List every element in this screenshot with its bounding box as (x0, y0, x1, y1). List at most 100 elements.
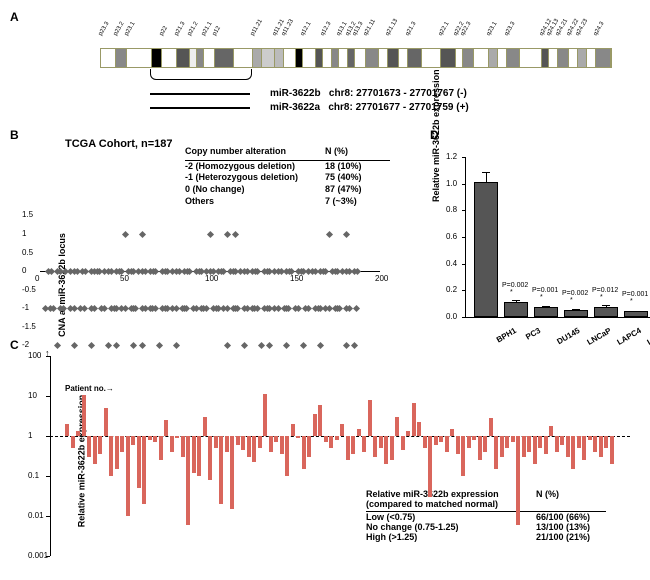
wf-bar (318, 405, 322, 436)
wf-row-n: 66/100 (66%) (536, 512, 606, 522)
wf-bar (98, 436, 102, 454)
wf-bar (329, 436, 333, 448)
wf-bar (225, 436, 229, 452)
cna-ytick: 1 (22, 229, 26, 238)
wf-bar (296, 436, 300, 438)
wf-bar (175, 436, 179, 438)
bar (504, 302, 528, 317)
wf-bar (181, 436, 185, 457)
wf-bar (148, 436, 152, 440)
chr-band: q24.12 (542, 49, 549, 67)
wf-bar (588, 436, 592, 440)
bar (594, 307, 618, 317)
wf-bar (280, 436, 284, 454)
chr-band: q22.1 (441, 49, 456, 67)
cna-point (206, 230, 213, 237)
wf-row-n: 13/100 (13%) (536, 522, 606, 532)
wf-bar (461, 436, 465, 476)
cna-header-right: N (%) (325, 146, 375, 158)
wf-bar (560, 436, 564, 445)
panel-d-label: D (430, 128, 650, 142)
panel-c: C Relative miR-3622b expression ↑ Patien… (10, 338, 650, 558)
chr-band: p12 (215, 49, 234, 67)
wf-table-header1: Relative miR-3622b expression (366, 489, 499, 499)
chr-band: q13.2 (348, 49, 355, 67)
wf-bar (478, 436, 482, 460)
wf-bar (241, 436, 245, 450)
wf-bar (566, 436, 570, 457)
wf-bar (362, 436, 366, 452)
chr-band: q12.3 (323, 49, 332, 67)
wf-bar (208, 436, 212, 480)
cna-row-n: 18 (10%) (325, 161, 375, 173)
wf-summary-table: Relative miR-3622b expression (compared … (362, 485, 610, 546)
cna-row-cat: -1 (Heterozygous deletion) (185, 172, 325, 184)
cna-row-cat: Others (185, 196, 325, 208)
wf-bar (120, 436, 124, 452)
cna-point (82, 268, 89, 275)
chr-band: q24.23 (578, 49, 587, 67)
panel-b-d-row: B TCGA Cohort, n=187 Copy number alterat… (10, 128, 650, 328)
bar-ytick: 0.2 (446, 285, 457, 294)
wf-bar (467, 436, 471, 448)
cna-row-cat: -2 (Homozygous deletion) (185, 161, 325, 173)
wf-bar (291, 424, 295, 436)
chr-band: p21.3 (177, 49, 190, 67)
panel-c-label: C (10, 338, 650, 352)
wf-row-cat: No change (0.75-1.25) (366, 522, 536, 532)
wf-bar (505, 436, 509, 448)
wf-bar (412, 403, 416, 436)
wf-bar (197, 436, 201, 476)
cna-row: Others7 (~3%) (185, 196, 390, 208)
wf-bar (533, 436, 537, 464)
wf-ytick: 100 (28, 351, 41, 360)
chr-band (399, 49, 408, 67)
wf-bar (236, 436, 240, 445)
bar-ytick: 0.0 (446, 312, 457, 321)
cna-row: -1 (Heterozygous deletion)75 (40%) (185, 172, 390, 184)
wf-bar (357, 429, 361, 436)
bar (534, 307, 558, 317)
panel-a: A p23.3p23.2p23.1p22p21.3p21.2p21.1p12p1… (10, 10, 650, 113)
chr-band: p23.2 (116, 49, 127, 67)
bar-pvalue: P=0.012* (592, 287, 618, 301)
chr-band: q13.3 (355, 49, 366, 67)
wf-bar (192, 436, 196, 473)
chr-band: q11.23 (284, 49, 295, 67)
wf-bar (527, 436, 531, 452)
chr-band: q22.2 (456, 49, 463, 67)
chr-band (262, 49, 275, 67)
wf-bar (577, 436, 581, 448)
wf-bar (307, 436, 311, 457)
wf-patient-label: Patient no.→ (65, 384, 114, 393)
cna-row: 0 (No change)87 (47%) (185, 184, 390, 196)
wf-bar (164, 420, 168, 436)
chr-band: q24.3 (596, 49, 611, 67)
chr-band: q21.13 (388, 49, 399, 67)
wf-bar (126, 436, 130, 516)
bar (624, 311, 648, 317)
wf-ytick: 10 (28, 391, 37, 400)
chr-band: q21.3 (408, 49, 421, 67)
cna-ytick: -1.5 (22, 322, 36, 331)
bar (474, 182, 498, 317)
wf-bar (335, 436, 339, 440)
bar-pvalue: P=0.002* (562, 290, 588, 304)
cna-table: Copy number alteration N (%) -2 (Homozyg… (185, 146, 390, 207)
wf-bar (373, 436, 377, 457)
chr-band: q11.21 (275, 49, 284, 67)
wf-bar (401, 436, 405, 450)
chr-band (316, 49, 323, 67)
chr-band: q24.21 (558, 49, 569, 67)
chr-band: q13.1 (339, 49, 348, 67)
chr-band (379, 49, 388, 67)
panel-b: B TCGA Cohort, n=187 Copy number alterat… (10, 128, 390, 345)
wf-bar (82, 395, 86, 436)
wf-bar (555, 436, 559, 452)
wf-bar (379, 436, 383, 448)
wf-bar (153, 436, 157, 442)
chr-band: p21.2 (190, 49, 197, 67)
cna-row: -2 (Homozygous deletion)18 (10%) (185, 161, 390, 173)
cna-row-n: 75 (40%) (325, 172, 375, 184)
wf-bar (104, 408, 108, 436)
